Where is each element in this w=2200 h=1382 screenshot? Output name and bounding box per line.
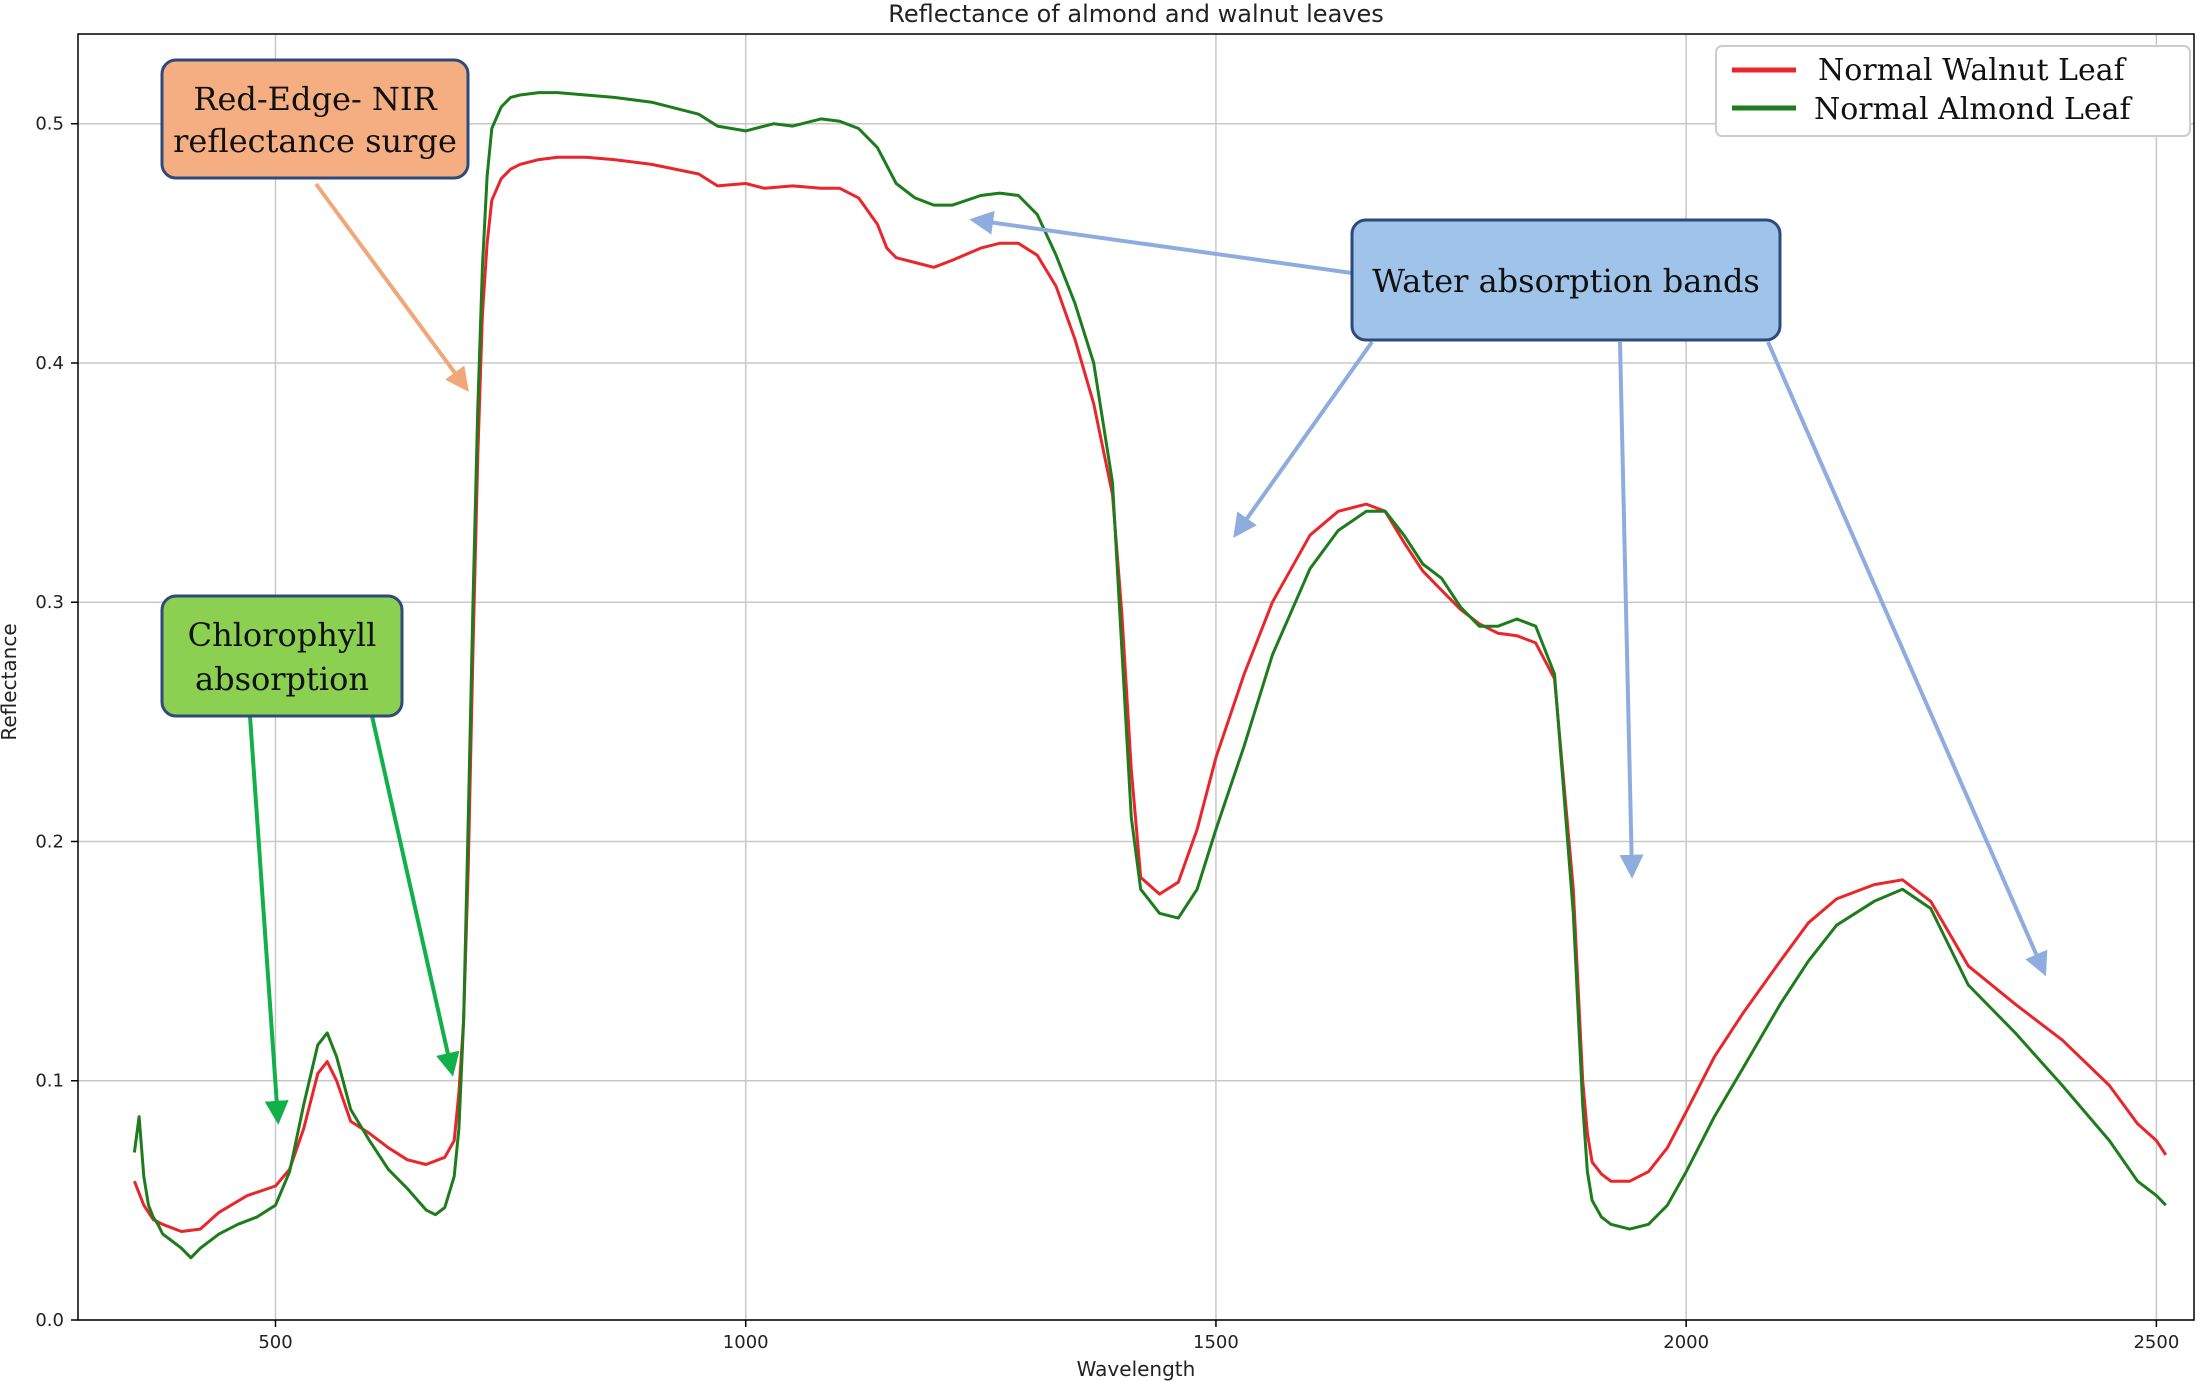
y-tick-label-0: 0.0 <box>35 1310 64 1331</box>
x-tick-label-0: 500 <box>258 1332 292 1353</box>
x-tick-label-4: 2500 <box>2133 1332 2179 1353</box>
annotation-red-edge: Red-Edge- NIR reflectance surge <box>160 58 470 180</box>
chart-title: Reflectance of almond and walnut leaves <box>888 0 1384 28</box>
annotation-chlorophyll-line1: Chlorophyll <box>188 616 377 654</box>
legend: Normal Walnut Leaf Normal Almond Leaf <box>1715 45 2191 137</box>
annotation-chlorophyll-box <box>160 594 404 718</box>
x-tick-label-1: 1000 <box>723 1332 769 1353</box>
annotation-water: Water absorption bands <box>1350 218 1782 342</box>
y-tick-label-5: 0.5 <box>35 114 64 135</box>
annotation-chlorophyll-line2: absorption <box>195 660 369 698</box>
annotation-red-edge-line2: reflectance surge <box>173 122 457 160</box>
y-tick-label-1: 0.1 <box>35 1071 64 1092</box>
series-lines <box>132 91 2168 1260</box>
annotation-chlorophyll: Chlorophyll absorption <box>160 594 404 718</box>
annotation-water-box <box>1350 218 1782 342</box>
legend-label-almond: Normal Almond Leaf <box>1814 92 2133 127</box>
arrow-chlorophyll-2 <box>370 715 460 1077</box>
arrow-water-1 <box>969 210 1353 275</box>
annotation-red-edge-box <box>160 58 470 180</box>
annotation-water-line1: Water absorption bands <box>1372 262 1760 300</box>
annotation-arrows <box>248 182 2048 1125</box>
x-tick-label-3: 2000 <box>1663 1332 1709 1353</box>
series-walnut-line <box>133 155 2168 1233</box>
y-tick-label-2: 0.2 <box>35 831 64 852</box>
y-tick-label-3: 0.3 <box>35 592 64 613</box>
y-axis-label: Reflectance <box>0 623 21 740</box>
arrow-water-2 <box>1233 340 1374 538</box>
arrow-water-4 <box>1766 341 2048 977</box>
axis-ticks: 500 1000 1500 2000 2500 0.0 0.1 0.2 0.3 0.4 0.5 <box>35 114 2179 1353</box>
legend-box <box>1715 45 2191 137</box>
annotation-red-edge-line1: Red-Edge- NIR <box>193 80 437 118</box>
x-tick-label-2: 1500 <box>1193 1332 1239 1353</box>
legend-label-walnut: Normal Walnut Leaf <box>1818 53 2127 88</box>
arrow-red-edge <box>314 182 469 392</box>
series-almond-line <box>132 91 2167 1260</box>
arrow-chlorophyll-1 <box>248 715 289 1125</box>
x-axis-label: Wavelength <box>1077 1357 1196 1381</box>
arrow-water-3 <box>1618 341 1644 879</box>
y-tick-label-4: 0.4 <box>35 353 64 374</box>
plot-frame <box>77 33 2195 1321</box>
